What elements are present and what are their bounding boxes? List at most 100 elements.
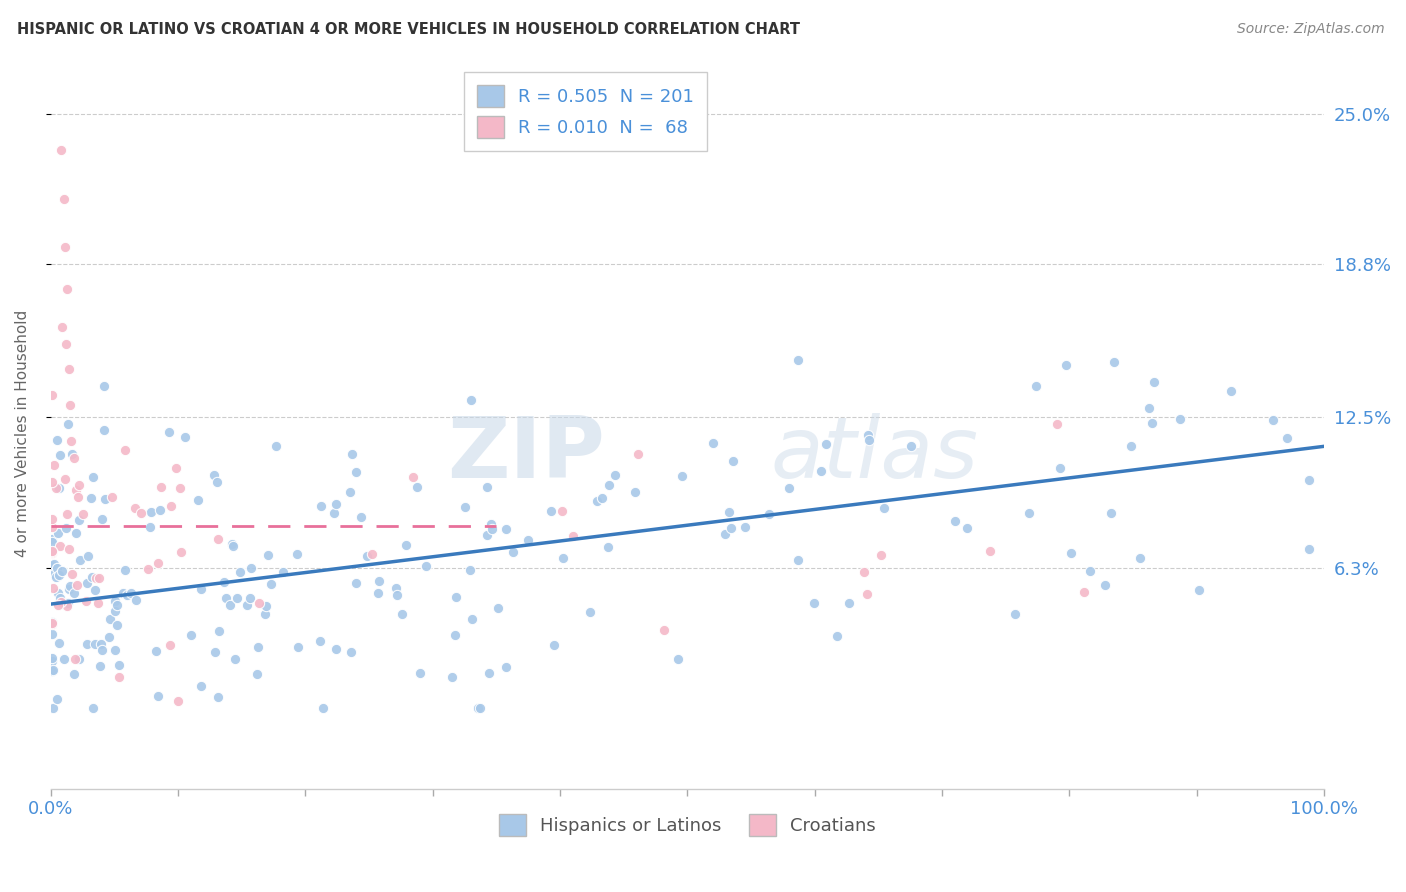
Point bbox=[52, 192, 75, 206]
Point bbox=[42, 581, 65, 595]
Point bbox=[207, 690, 229, 705]
Point bbox=[107, 657, 129, 672]
Point bbox=[41, 532, 63, 546]
Point bbox=[41, 650, 63, 665]
Point bbox=[75, 593, 97, 607]
Point bbox=[111, 586, 134, 600]
Point bbox=[1140, 417, 1163, 431]
Point bbox=[58, 542, 80, 557]
Point bbox=[55, 337, 77, 351]
Point bbox=[356, 549, 378, 563]
Point bbox=[41, 616, 63, 631]
Point bbox=[80, 491, 103, 505]
Point bbox=[212, 574, 235, 589]
Point bbox=[856, 587, 879, 601]
Point bbox=[479, 517, 502, 532]
Point bbox=[60, 447, 83, 461]
Point bbox=[225, 591, 247, 606]
Point bbox=[98, 630, 121, 644]
Point bbox=[62, 586, 84, 600]
Point bbox=[481, 522, 503, 536]
Point bbox=[540, 504, 562, 518]
Point bbox=[207, 475, 229, 490]
Point bbox=[82, 569, 104, 583]
Point bbox=[59, 398, 82, 412]
Point bbox=[204, 645, 226, 659]
Point bbox=[260, 576, 283, 591]
Point bbox=[350, 510, 373, 524]
Point bbox=[1025, 379, 1047, 393]
Point bbox=[444, 628, 467, 642]
Point bbox=[1168, 412, 1191, 426]
Point bbox=[89, 658, 111, 673]
Point bbox=[41, 558, 63, 572]
Point bbox=[415, 559, 437, 574]
Point bbox=[666, 651, 689, 665]
Point bbox=[734, 520, 756, 534]
Text: atlas: atlas bbox=[770, 413, 979, 496]
Point bbox=[254, 599, 277, 613]
Point bbox=[41, 535, 63, 549]
Point bbox=[246, 640, 269, 655]
Point bbox=[207, 624, 229, 639]
Point bbox=[603, 468, 626, 483]
Point bbox=[67, 651, 90, 665]
Point bbox=[169, 482, 191, 496]
Point bbox=[257, 549, 280, 563]
Point bbox=[82, 701, 104, 715]
Point bbox=[49, 143, 72, 157]
Point bbox=[41, 536, 63, 550]
Point bbox=[124, 501, 146, 516]
Point bbox=[1142, 375, 1164, 389]
Point bbox=[1046, 417, 1069, 431]
Point bbox=[59, 578, 82, 592]
Point bbox=[721, 454, 744, 468]
Point bbox=[1263, 412, 1285, 426]
Point bbox=[1275, 431, 1298, 445]
Point bbox=[395, 538, 418, 552]
Point bbox=[115, 588, 138, 602]
Point bbox=[440, 670, 463, 684]
Point bbox=[145, 644, 167, 658]
Point bbox=[48, 635, 70, 649]
Point bbox=[444, 591, 467, 605]
Point bbox=[159, 638, 181, 652]
Point bbox=[174, 430, 197, 444]
Point bbox=[45, 570, 67, 584]
Point bbox=[1054, 358, 1077, 372]
Point bbox=[1128, 551, 1150, 566]
Point bbox=[475, 479, 498, 493]
Point bbox=[309, 633, 332, 648]
Point bbox=[66, 490, 89, 504]
Point bbox=[65, 525, 87, 540]
Point bbox=[409, 666, 432, 681]
Point bbox=[360, 547, 382, 561]
Text: ZIP: ZIP bbox=[447, 413, 605, 496]
Point bbox=[41, 616, 63, 631]
Point bbox=[956, 521, 979, 535]
Point bbox=[46, 598, 69, 612]
Point bbox=[778, 481, 800, 495]
Point bbox=[495, 523, 517, 537]
Point bbox=[340, 645, 363, 659]
Point bbox=[82, 469, 104, 483]
Point bbox=[870, 548, 893, 562]
Point bbox=[93, 379, 115, 393]
Point bbox=[46, 561, 69, 575]
Point bbox=[42, 701, 65, 715]
Point bbox=[367, 585, 389, 599]
Point bbox=[858, 433, 880, 447]
Point bbox=[56, 599, 79, 613]
Point bbox=[1139, 401, 1161, 415]
Point bbox=[49, 539, 72, 553]
Point bbox=[187, 493, 209, 508]
Point bbox=[467, 701, 489, 715]
Point bbox=[76, 576, 98, 591]
Point bbox=[49, 448, 72, 462]
Point bbox=[671, 469, 693, 483]
Point bbox=[229, 566, 252, 580]
Point bbox=[41, 475, 63, 489]
Point bbox=[943, 514, 966, 528]
Point bbox=[873, 500, 896, 515]
Point bbox=[1298, 473, 1320, 487]
